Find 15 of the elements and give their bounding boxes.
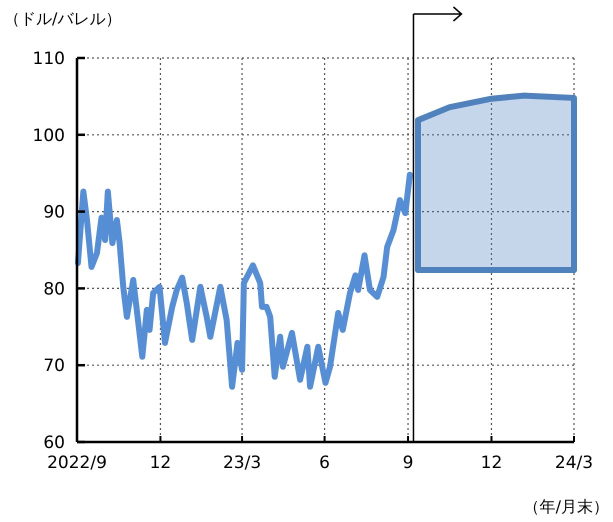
y-tick-label: 90 — [43, 202, 65, 223]
y-tick-label: 60 — [43, 433, 65, 453]
x-axis-title: （年/月末） — [524, 497, 609, 516]
x-tick-label: 6 — [319, 453, 330, 473]
y-tick-label: 80 — [43, 279, 65, 300]
x-tick-label: 23/3 — [222, 453, 262, 473]
y-tick-label: 100 — [32, 126, 65, 146]
x-tick-label: 12 — [480, 453, 502, 473]
x-tick-label: 2022/9 — [47, 453, 107, 473]
x-tick-label: 12 — [150, 453, 172, 473]
y-tick-label: 70 — [43, 356, 65, 376]
x-tick-label: 24/3 — [554, 453, 594, 473]
x-tick-label: 9 — [402, 453, 414, 473]
y-tick-label: 110 — [32, 49, 65, 69]
y-axis-title: （ドル/バレル） — [4, 9, 122, 28]
